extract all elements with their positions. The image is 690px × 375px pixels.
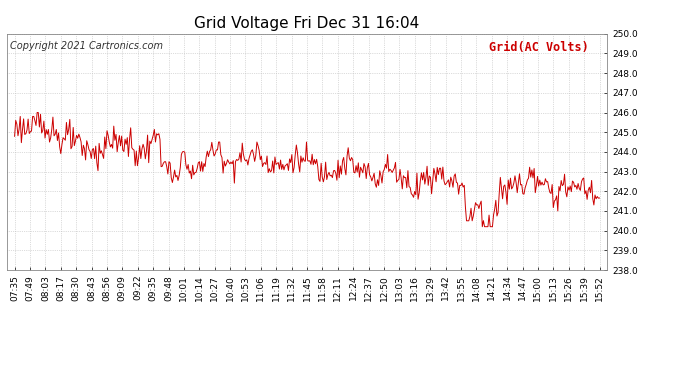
Text: Copyright 2021 Cartronics.com: Copyright 2021 Cartronics.com xyxy=(10,41,163,51)
Title: Grid Voltage Fri Dec 31 16:04: Grid Voltage Fri Dec 31 16:04 xyxy=(195,16,420,31)
Text: Grid(AC Volts): Grid(AC Volts) xyxy=(489,41,589,54)
